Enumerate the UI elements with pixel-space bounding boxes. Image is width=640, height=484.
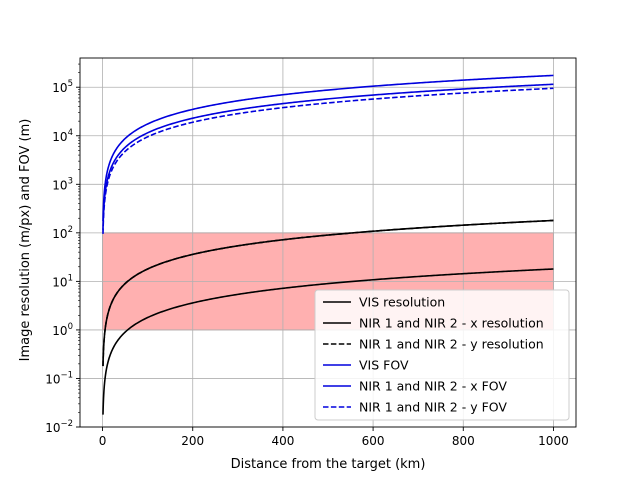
legend-label-0: VIS resolution <box>359 295 445 310</box>
axes-frame <box>79 57 577 428</box>
legend-box <box>314 289 570 421</box>
y-axis-label: Image resolution (m/px) and FOV (m) <box>18 119 33 362</box>
x-tick-label-1: 200 <box>181 434 204 448</box>
legend-label-5: NIR 1 and NIR 2 - y FOV <box>359 400 507 415</box>
x-axis-label: Distance from the target (km) <box>231 457 426 472</box>
x-tick-label-2: 400 <box>271 434 294 448</box>
series-line-4 <box>102 83 554 230</box>
series-line-3 <box>102 74 554 222</box>
legend: VIS resolution NIR 1 and NIR 2 - x resolu… <box>314 289 570 421</box>
series-line-0 <box>102 268 554 415</box>
x-tick-label-3: 600 <box>362 434 385 448</box>
legend-label-3: VIS FOV <box>359 358 409 373</box>
legend-label-1: NIR 1 and NIR 2 - x resolution <box>359 316 544 331</box>
series-line-5 <box>102 87 554 234</box>
legend-label-2: NIR 1 and NIR 2 - y resolution <box>359 337 544 352</box>
x-tick-label-4: 800 <box>452 434 475 448</box>
legend-label-4: NIR 1 and NIR 2 - x FOV <box>359 379 507 394</box>
series-line-2 <box>102 219 554 367</box>
x-tick-label-0: 0 <box>99 434 107 448</box>
x-tick-label-5: 1000 <box>538 434 569 448</box>
